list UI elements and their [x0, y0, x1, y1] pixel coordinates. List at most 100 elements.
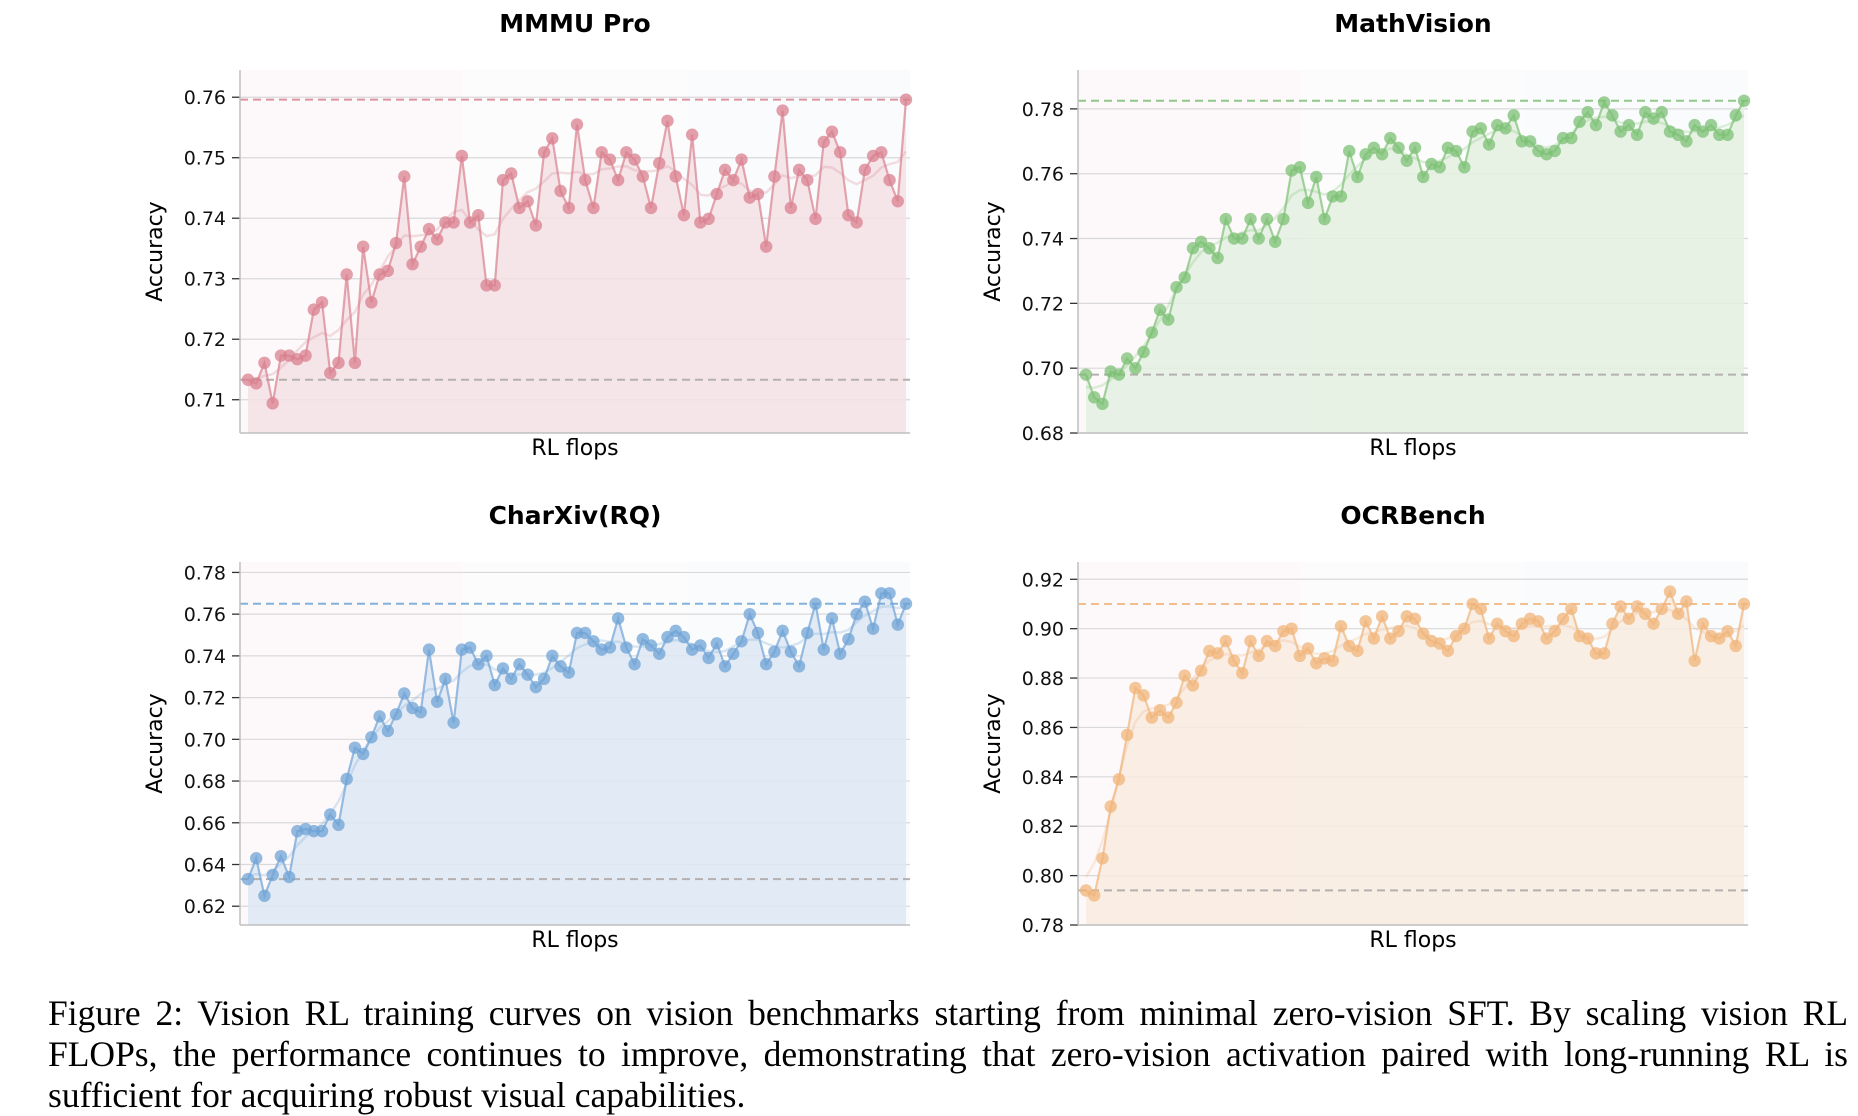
data-point: [1244, 634, 1257, 648]
data-point: [1408, 612, 1422, 625]
data-point: [496, 662, 510, 675]
y-tick-label: 0.76: [184, 87, 226, 109]
data-point: [1441, 644, 1455, 658]
data-point: [1408, 141, 1422, 154]
data-point: [702, 212, 715, 226]
data-point: [472, 658, 485, 671]
data-point: [768, 645, 781, 658]
data-point: [1236, 232, 1249, 245]
chart-charxiv-rq: 0.62 0.64 0.66 0.68 0.70 0.72 0.74 0.76 0.78 Char…: [143, 501, 913, 953]
data-point: [1137, 345, 1150, 359]
chart-title: MathVision: [1334, 9, 1491, 38]
data-point: [809, 597, 822, 610]
data-point: [307, 303, 320, 316]
data-point: [1589, 118, 1603, 132]
data-point: [751, 187, 765, 201]
data-point: [496, 173, 510, 187]
data-point: [1630, 128, 1644, 142]
data-point: [356, 747, 370, 761]
data-point: [1729, 109, 1742, 122]
data-point: [1655, 105, 1668, 119]
data-point: [620, 641, 633, 654]
data-point: [1639, 607, 1652, 621]
trend-line: [1084, 607, 1745, 878]
data-point: [587, 635, 600, 648]
y-tick-label: 0.66: [184, 813, 226, 835]
data-point: [1186, 679, 1200, 692]
data-point: [1597, 647, 1611, 660]
data-point: [258, 889, 271, 902]
data-point: [1219, 634, 1233, 648]
data-point: [1219, 212, 1233, 226]
data-point: [381, 264, 395, 278]
data-point: [1606, 617, 1619, 630]
data-point: [611, 173, 625, 187]
data-point: [488, 279, 501, 292]
data-point: [1630, 600, 1644, 613]
data-point: [1301, 642, 1315, 655]
data-point: [735, 153, 748, 166]
data-point: [529, 680, 543, 694]
data-point: [324, 366, 337, 380]
data-point: [1482, 632, 1496, 645]
data-point: [1597, 96, 1611, 109]
y-axis-label: Accuracy: [143, 201, 168, 301]
y-tick-label: 0.82: [1022, 816, 1064, 838]
data-point: [1449, 629, 1463, 643]
data-point: [1326, 654, 1339, 667]
data-point: [817, 643, 830, 656]
y-axis-label: Accuracy: [981, 201, 1006, 301]
data-point: [1737, 597, 1751, 611]
data-point: [1458, 622, 1471, 635]
data-point: [636, 170, 649, 183]
data-point: [834, 647, 847, 660]
data-points: [241, 93, 913, 410]
data-point: [1458, 161, 1471, 174]
trend-line: [247, 150, 907, 382]
y-tick-label: 0.84: [1022, 767, 1064, 789]
data-point: [1120, 352, 1134, 365]
data-point: [1334, 190, 1348, 203]
data-point: [628, 658, 641, 671]
data-point: [1565, 602, 1578, 616]
data-point: [422, 222, 436, 236]
data-point: [891, 195, 904, 208]
data-point: [1277, 212, 1290, 226]
data-point: [1474, 602, 1488, 616]
y-tick-label: 0.68: [184, 771, 226, 793]
data-point: [414, 706, 427, 719]
chart-ocrbench: 0.78 0.80 0.82 0.84 0.86 0.88 0.90 0.92 OCRBench…: [981, 501, 1751, 953]
data-point: [702, 651, 715, 665]
data-point: [1203, 242, 1216, 255]
data-point: [439, 672, 452, 686]
data-point: [1178, 271, 1191, 284]
data-point: [685, 128, 699, 141]
data-point: [447, 216, 460, 229]
data-point: [850, 216, 863, 229]
data-point: [537, 146, 551, 159]
data-point: [611, 612, 625, 625]
data-point: [899, 597, 913, 610]
data-point: [1507, 109, 1520, 122]
data-point: [784, 201, 798, 215]
data-point: [1548, 624, 1562, 638]
data-point: [1622, 118, 1636, 132]
data-point: [365, 731, 378, 744]
data-point: [398, 170, 411, 183]
chart-title: CharXiv(RQ): [489, 501, 662, 530]
data-point: [759, 658, 773, 671]
data-point: [1614, 600, 1627, 613]
data-point: [1170, 696, 1183, 709]
data-point: [1293, 649, 1307, 663]
y-tick-label: 0.74: [1022, 229, 1064, 251]
data-point: [883, 587, 896, 600]
data-point: [381, 724, 395, 738]
data-point: [1129, 361, 1142, 375]
data-points: [241, 587, 913, 902]
data-point: [282, 870, 296, 884]
data-points: [1079, 585, 1751, 902]
area-fill: [1086, 100, 1744, 434]
data-point: [653, 647, 666, 660]
data-point: [463, 641, 477, 654]
data-point: [513, 201, 526, 215]
